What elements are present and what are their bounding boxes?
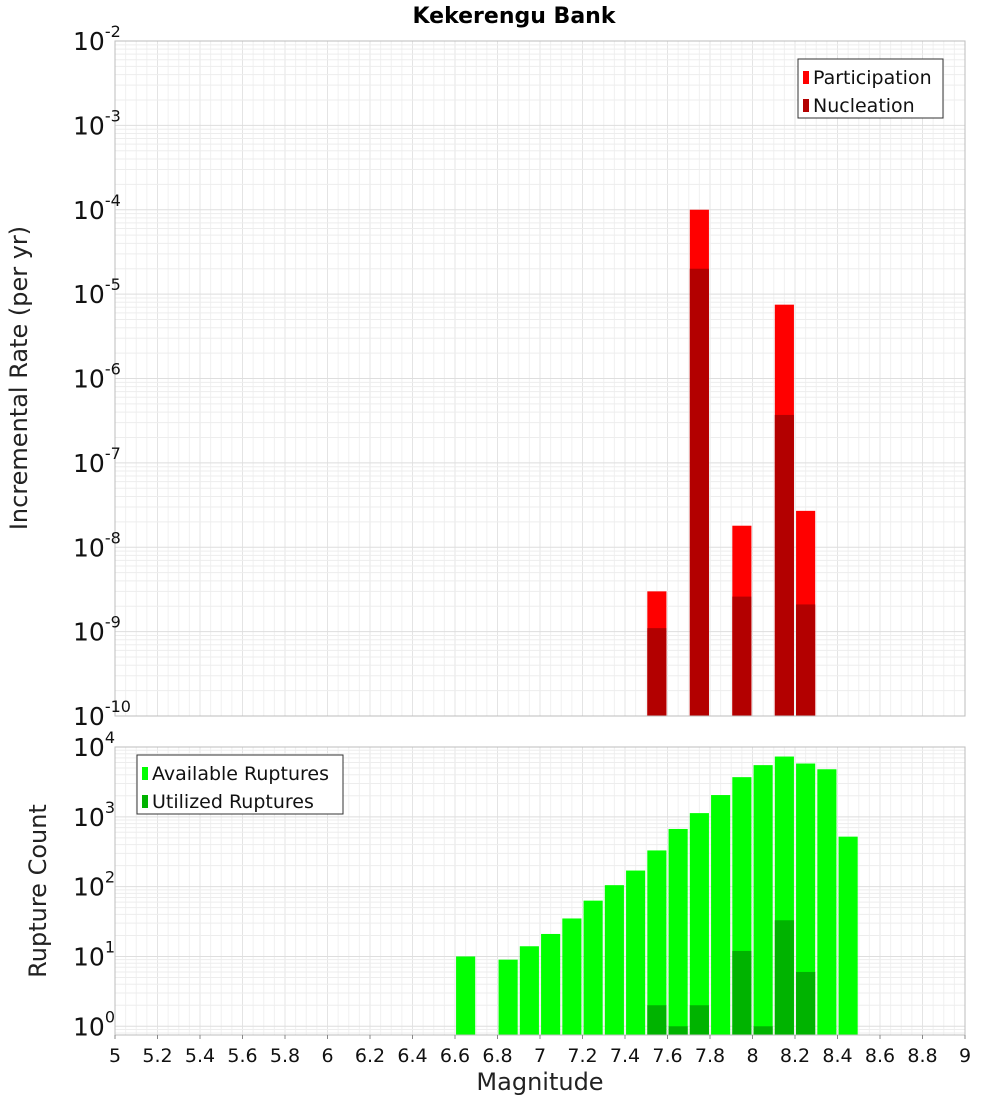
y-tick-label: 100 <box>73 1007 115 1041</box>
x-tick-label: 8.6 <box>865 1045 895 1067</box>
bar-available-ruptures <box>541 933 561 1035</box>
legend-box <box>136 754 344 815</box>
bar-utilized-ruptures <box>774 920 794 1035</box>
bar-available-ruptures <box>604 885 624 1035</box>
bar-available-ruptures <box>626 870 646 1035</box>
y-tick-label: 104 <box>73 728 115 762</box>
x-tick-label: 8.4 <box>822 1045 852 1067</box>
bar-available-ruptures <box>647 850 667 1035</box>
x-tick-label: 7 <box>534 1045 546 1067</box>
bar-utilized-ruptures <box>796 971 816 1035</box>
x-tick-label: 8 <box>746 1045 758 1067</box>
x-tick-label: 6.2 <box>355 1045 385 1067</box>
bar-utilized-ruptures <box>647 1005 667 1035</box>
legend-swatch <box>803 99 809 112</box>
legend-swatch <box>803 71 809 84</box>
x-tick-label: 5.6 <box>227 1045 257 1067</box>
bar-available-ruptures <box>562 918 582 1035</box>
y-tick-label: 10-8 <box>73 528 121 562</box>
top-y-axis-label: Incremental Rate (per yr) <box>5 226 33 530</box>
bar-available-ruptures <box>689 813 709 1035</box>
y-tick-label: 103 <box>73 798 115 832</box>
y-tick-label: 10-9 <box>73 613 121 647</box>
legend-label: Available Ruptures <box>152 763 329 785</box>
bar-available-ruptures <box>583 900 603 1035</box>
bar-utilized-ruptures <box>689 1005 709 1035</box>
x-tick-label: 7.6 <box>652 1045 682 1067</box>
legend-label: Nucleation <box>813 95 915 117</box>
bar-available-ruptures <box>519 946 539 1035</box>
top-grid <box>114 40 966 717</box>
x-tick-labels: 5 5.2 5.4 5.6 5.8 6 6.2 6.4 6.6 6.8 7 7.2 7.4 7.6 7.8 8… <box>109 1035 971 1067</box>
x-tick-label: 7.8 <box>695 1045 725 1067</box>
x-tick-label: 7.4 <box>610 1045 640 1067</box>
bar-utilized-ruptures <box>753 1026 773 1035</box>
bar-utilized-ruptures <box>668 1026 688 1035</box>
y-tick-label: 10-2 <box>73 22 121 56</box>
bar-available-ruptures <box>456 956 476 1035</box>
bar-available-ruptures <box>796 763 816 1035</box>
legend-box <box>797 58 944 119</box>
bar-nucleation <box>732 596 752 716</box>
x-tick-label: 5.4 <box>185 1045 215 1067</box>
y-tick-label: 102 <box>73 868 115 902</box>
y-tick-label: 10-4 <box>73 191 121 225</box>
bottom-legend: Available Ruptures Utilized Ruptures <box>136 754 344 815</box>
bar-nucleation <box>796 604 816 716</box>
bar-available-ruptures <box>498 959 518 1035</box>
bar-nucleation <box>689 268 709 716</box>
y-tick-label: 10-5 <box>73 275 121 309</box>
bottom-bars <box>456 756 858 1035</box>
x-tick-label: 8.2 <box>780 1045 810 1067</box>
top-bars <box>647 209 816 716</box>
bar-nucleation <box>647 628 667 716</box>
x-tick-label: 6 <box>321 1045 333 1067</box>
legend-swatch <box>142 767 148 780</box>
bar-available-ruptures <box>668 828 688 1035</box>
chart-title: Kekerengu Bank <box>413 4 617 29</box>
bar-available-ruptures <box>711 795 731 1035</box>
top-legend: Participation Nucleation <box>797 58 944 119</box>
bar-nucleation <box>774 414 794 716</box>
y-tick-label: 10-7 <box>73 444 121 478</box>
legend-label: Participation <box>813 67 932 89</box>
legend-swatch <box>142 795 148 808</box>
y-tick-label: 10-10 <box>73 697 131 731</box>
x-tick-label: 6.6 <box>440 1045 470 1067</box>
bar-available-ruptures <box>817 769 837 1035</box>
bottom-y-tick-labels: 100 101 102 103 104 <box>73 728 115 1041</box>
bar-available-ruptures <box>753 765 773 1035</box>
y-tick-label: 10-3 <box>73 106 121 140</box>
x-tick-label: 5.8 <box>270 1045 300 1067</box>
x-tick-label: 5.2 <box>142 1045 172 1067</box>
bar-utilized-ruptures <box>732 950 752 1035</box>
x-tick-label: 9 <box>959 1045 971 1067</box>
x-tick-label: 6.4 <box>397 1045 427 1067</box>
x-axis-label: Magnitude <box>476 1068 603 1096</box>
legend-label: Utilized Ruptures <box>152 791 314 813</box>
bottom-y-axis-label: Rupture Count <box>24 804 52 978</box>
top-plot-frame <box>114 40 966 717</box>
x-tick-label: 6.8 <box>482 1045 512 1067</box>
y-tick-label: 101 <box>73 937 115 971</box>
x-tick-label: 7.2 <box>567 1045 597 1067</box>
x-tick-label: 5 <box>109 1045 121 1067</box>
top-y-tick-labels: 10-10 10-9 10-8 10-7 10-6 10-5 10-4 10-3 10-2 <box>73 22 131 731</box>
x-tick-label: 8.8 <box>907 1045 937 1067</box>
y-tick-label: 10-6 <box>73 360 121 394</box>
bar-available-ruptures <box>838 836 858 1035</box>
